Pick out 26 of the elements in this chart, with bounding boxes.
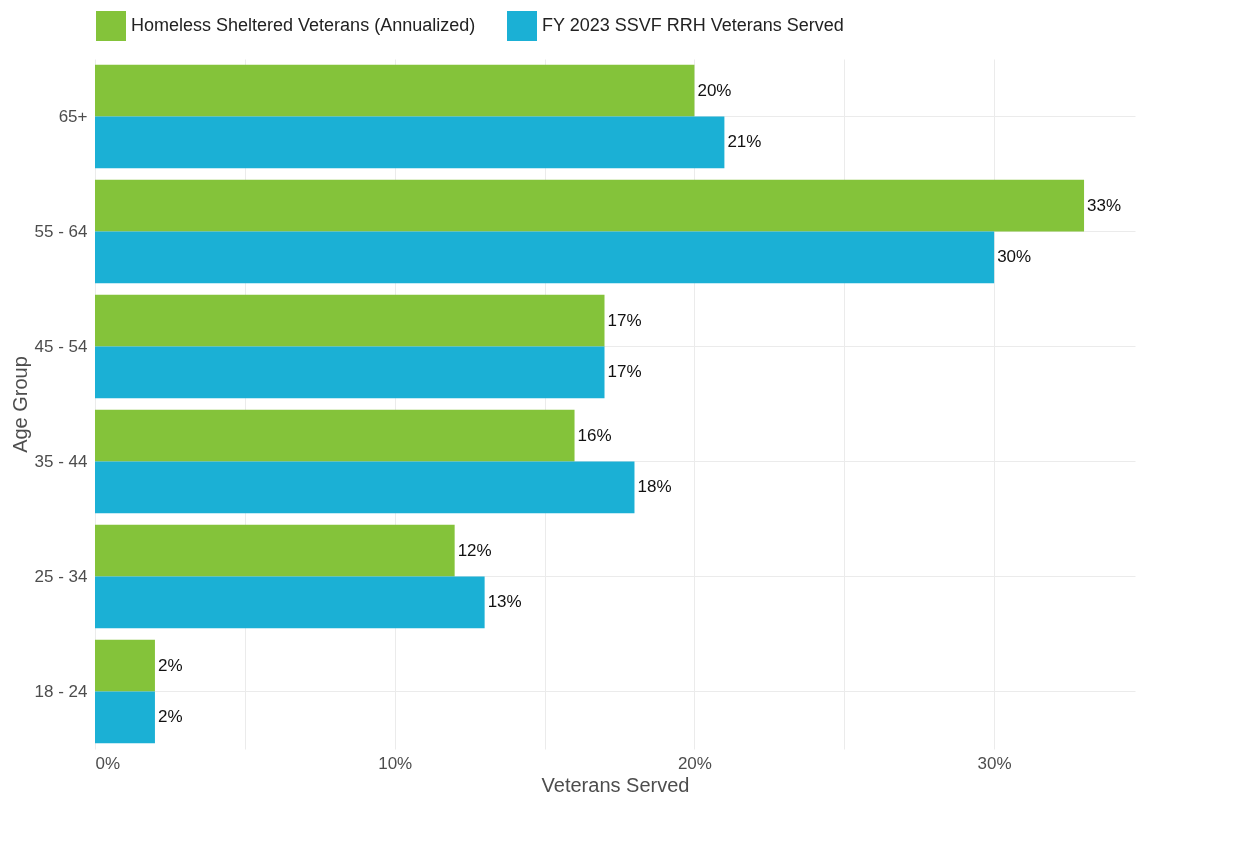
data-label: 30% — [997, 247, 1032, 267]
y-tick-label: 18 - 24 — [34, 681, 88, 701]
data-label: 13% — [487, 592, 522, 612]
legend-label: Homeless Sheltered Veterans (Annualized) — [131, 15, 476, 35]
data-label: 12% — [457, 540, 492, 560]
data-label: 17% — [607, 310, 642, 330]
legend-label: FY 2023 SSVF RRH Veterans Served — [542, 15, 844, 35]
y-tick-label: 25 - 34 — [34, 566, 88, 586]
data-label: 17% — [607, 362, 642, 382]
x-tick-label: 0% — [95, 753, 121, 773]
data-label: 21% — [727, 132, 762, 152]
data-label: 18% — [637, 477, 672, 497]
y-tick-label: 55 - 64 — [34, 221, 88, 241]
data-label: 20% — [697, 80, 732, 100]
y-tick-label: 35 - 44 — [34, 451, 88, 471]
data-label: 2% — [157, 655, 183, 675]
y-tick-label: 45 - 54 — [34, 336, 88, 356]
y-axis-title: Age Group — [8, 356, 31, 453]
data-label: 2% — [157, 707, 183, 727]
data-label: 16% — [577, 425, 612, 445]
x-tick-label: 10% — [378, 753, 413, 773]
x-tick-label: 20% — [677, 753, 712, 773]
data-label: 33% — [1087, 195, 1122, 215]
y-tick-label: 65+ — [58, 106, 88, 126]
x-axis-title: Veterans Served — [541, 773, 690, 796]
x-tick-label: 30% — [977, 753, 1012, 773]
